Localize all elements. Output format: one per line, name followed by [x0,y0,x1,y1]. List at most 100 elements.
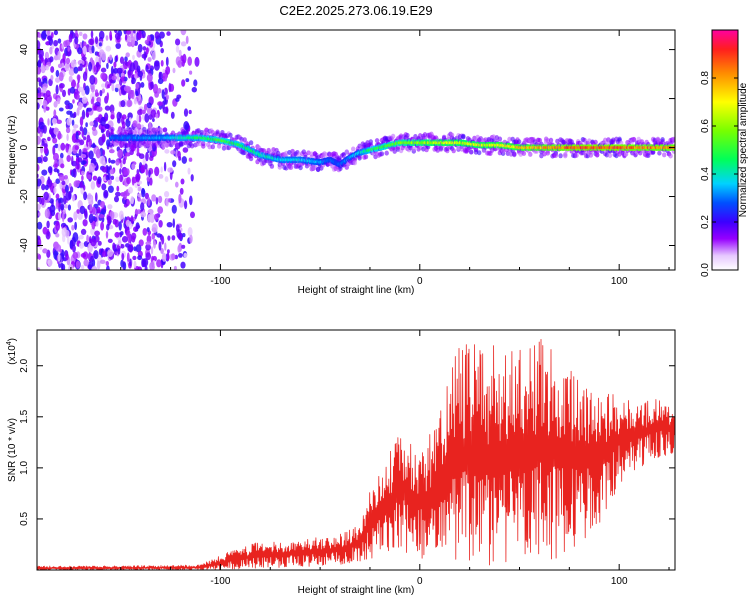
noise-speckle [100,221,104,231]
noise-speckle [189,195,193,206]
noise-speckle [145,47,149,55]
noise-speckle [167,235,171,241]
noise-speckle [55,178,60,184]
noise-speckle [113,67,119,74]
noise-speckle [79,139,85,146]
ridge-halo-mark [516,139,522,145]
noise-speckle [112,242,116,251]
noise-speckle [161,89,165,100]
noise-speckle [79,181,84,189]
noise-speckle [61,263,66,270]
noise-speckle [160,166,163,173]
noise-speckle [58,212,61,221]
noise-speckle [129,258,132,267]
noise-speckle [71,79,76,89]
noise-speckle [171,253,176,261]
noise-speckle [53,187,57,194]
noise-speckle [77,212,83,220]
noise-speckle [124,152,131,157]
noise-speckle [88,168,92,173]
noise-speckle [135,224,141,229]
noise-speckle [92,119,99,128]
noise-speckle [164,176,169,183]
noise-speckle [146,73,153,83]
noise-speckle [42,226,48,235]
noise-speckle [53,127,59,135]
noise-speckle [185,35,189,45]
noise-speckle [82,219,88,227]
noise-speckle [181,156,187,164]
noise-speckle [64,204,68,209]
noise-speckle [44,208,50,219]
noise-speckle [183,108,189,117]
noise-speckle [82,71,88,82]
ridge-halo-mark [217,143,222,149]
noise-speckle [75,131,79,140]
noise-speckle [190,174,194,182]
noise-speckle [95,92,100,97]
noise-speckle [163,161,167,172]
noise-speckle [82,60,85,65]
noise-speckle [121,76,125,82]
spectrogram-y-tick-label: 20 [19,93,30,105]
noise-speckle [84,85,90,95]
ridge-halo-mark [469,149,474,155]
noise-speckle [75,164,80,170]
noise-speckle [77,101,83,111]
noise-speckle [93,250,99,260]
noise-speckle [46,220,50,229]
noise-speckle [90,30,94,39]
noise-speckle [106,62,109,69]
noise-speckle [43,191,49,201]
noise-speckle [82,45,87,55]
noise-speckle [113,61,117,68]
ridge-halo-mark [405,132,410,138]
noise-speckle [177,244,181,253]
noise-speckle [120,244,125,249]
noise-speckle [66,155,71,162]
noise-speckle [122,158,126,165]
ridge-halo-mark [269,163,275,169]
noise-speckle [145,65,149,72]
noise-speckle [114,231,120,238]
noise-speckle [101,208,106,215]
noise-speckle [119,168,122,175]
noise-speckle [124,56,128,62]
spectrogram-frame [36,29,676,271]
noise-speckle [158,241,162,251]
noise-speckle [53,168,59,173]
noise-speckle [57,143,62,152]
noise-speckle [78,31,83,36]
noise-speckle [77,47,83,55]
noise-speckle [101,183,107,191]
noise-speckle [90,255,94,262]
noise-speckle [61,180,66,186]
ridge-halo-mark [108,142,114,148]
noise-speckle [151,223,158,233]
noise-speckle [137,43,143,53]
noise-speckle [107,249,114,257]
noise-speckle [41,197,45,206]
noise-speckle [144,39,149,45]
noise-speckle [47,118,50,126]
noise-speckle [183,252,188,258]
noise-speckle [83,136,87,141]
noise-speckle [137,255,143,261]
noise-speckle [164,77,167,82]
noise-speckle [94,230,100,237]
noise-speckle [37,178,42,187]
noise-speckle [180,41,187,47]
noise-speckle [140,82,145,88]
noise-speckle [135,244,142,253]
noise-speckle [138,115,142,123]
noise-speckle [182,147,189,153]
noise-speckle [125,52,130,58]
noise-speckle [127,112,133,120]
noise-speckle [117,74,120,82]
noise-speckle [116,67,123,74]
noise-speckle [45,106,50,111]
noise-speckle [115,42,121,50]
noise-speckle [99,155,106,165]
noise-speckle [194,56,200,67]
ridge-halo-mark [312,164,318,170]
